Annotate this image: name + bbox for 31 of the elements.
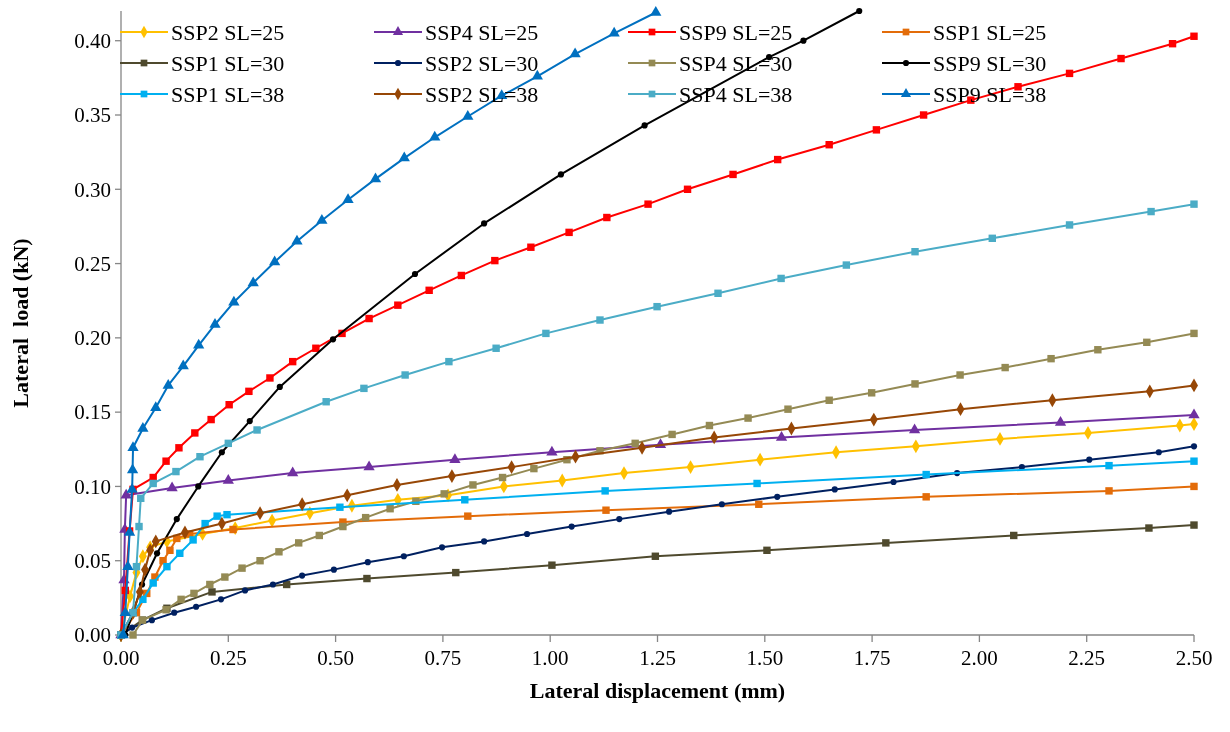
legend-label: SSP2 SL=30: [425, 50, 539, 76]
x-tick-label: 0.75: [424, 646, 462, 670]
x-tick-label: 2.25: [1068, 646, 1106, 670]
legend-label: SSP4 SL=25: [425, 19, 539, 45]
y-tick-label: 0.20: [74, 326, 111, 351]
y-tick-label: 0.00: [74, 623, 111, 648]
legend-label: SSP9 SL=38: [933, 81, 1047, 107]
y-tick-label: 0.40: [74, 29, 111, 54]
x-tick-label: 2.50: [1175, 646, 1213, 670]
x-tick-label: 2.00: [961, 646, 998, 670]
x-tick-label: 0.50: [317, 646, 354, 670]
legend-label: SSP1 SL=38: [171, 81, 285, 107]
y-axis-title: Lateral load (kN): [8, 238, 33, 408]
y-tick-label: 0.15: [74, 400, 111, 425]
legend-label: SSP2 SL=25: [171, 19, 285, 45]
y-tick-label: 0.30: [74, 177, 111, 202]
x-tick-label: 1.25: [639, 646, 676, 670]
y-tick-label: 0.05: [74, 549, 111, 574]
y-tick-label: 0.25: [74, 251, 111, 276]
y-tick-label: 0.35: [74, 103, 111, 128]
legend-label: SSP9 SL=25: [679, 19, 793, 45]
legend-label: SSP1 SL=30: [171, 50, 285, 76]
x-tick-label: 1.50: [746, 646, 784, 670]
x-tick-label: 0.00: [102, 646, 140, 670]
x-tick-label: 1.75: [853, 646, 891, 670]
x-tick-label: 1.00: [531, 646, 569, 670]
legend-label: SSP9 SL=30: [933, 50, 1047, 76]
y-tick-label: 0.10: [74, 474, 111, 499]
x-tick-label: 0.25: [209, 646, 247, 670]
legend-label: SSP1 SL=25: [933, 19, 1047, 45]
x-axis-title: Lateral displacement (mm): [529, 678, 786, 703]
